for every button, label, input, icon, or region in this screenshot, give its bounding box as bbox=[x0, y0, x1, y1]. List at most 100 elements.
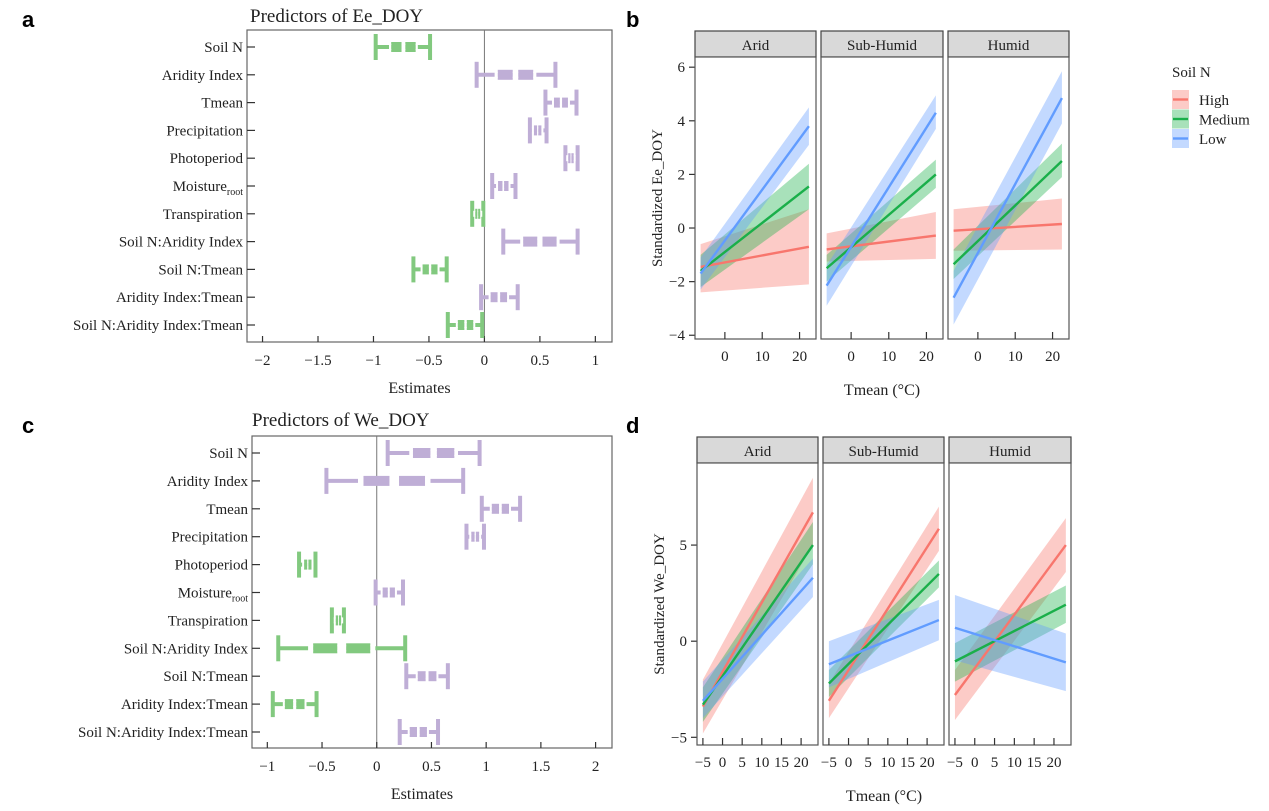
estimate-bar bbox=[373, 34, 433, 60]
gap bbox=[380, 589, 383, 596]
gap bbox=[333, 617, 336, 624]
trend-line-low bbox=[825, 112, 937, 287]
inner-interval-block bbox=[490, 292, 498, 303]
estimate-bar bbox=[270, 691, 319, 718]
trend-line-medium bbox=[952, 160, 1063, 266]
x-tick-label: 10 bbox=[1007, 755, 1022, 771]
estimate-gap bbox=[307, 561, 309, 568]
gap bbox=[420, 266, 423, 273]
confidence-ribbon-medium bbox=[700, 163, 809, 287]
row-label: Moisture bbox=[173, 179, 228, 195]
x-tick-label: 0 bbox=[721, 349, 729, 365]
x-tick-label: −1 bbox=[365, 353, 381, 369]
confidence-ribbon-high bbox=[700, 209, 809, 293]
y-tick-label: 2 bbox=[678, 167, 686, 183]
x-tick-label: 20 bbox=[794, 755, 809, 771]
y-tick-label: Aridity Index bbox=[162, 68, 244, 84]
x-tick-label: 0 bbox=[974, 349, 982, 365]
trend-line-low bbox=[701, 576, 814, 702]
legend: Soil N High Medium Low bbox=[1172, 65, 1250, 148]
gap bbox=[341, 617, 344, 624]
panel-letter-d: d bbox=[626, 413, 639, 438]
gap bbox=[469, 533, 472, 540]
facet-sub-humid: Sub-Humid −5 0 5 10 15 20 bbox=[821, 436, 945, 771]
x-tick-label: 15 bbox=[900, 755, 915, 771]
inner-interval-block bbox=[338, 615, 342, 626]
estimate-gap bbox=[416, 729, 420, 735]
estimate-gap bbox=[387, 589, 390, 596]
estimate-gap bbox=[293, 701, 297, 708]
gap bbox=[426, 729, 429, 735]
x-tick-label: 0.5 bbox=[531, 353, 550, 369]
x-tick-label: 5 bbox=[738, 755, 746, 771]
y-tick-label: 4 bbox=[678, 114, 686, 130]
x-tick-label: 20 bbox=[919, 349, 934, 365]
x-tick-label: 5 bbox=[991, 755, 999, 771]
trend-line-low bbox=[954, 626, 1067, 664]
row-label: Transpiration bbox=[168, 613, 249, 629]
inner-interval-block bbox=[422, 264, 429, 275]
inner-interval-block bbox=[391, 42, 402, 52]
gap bbox=[454, 450, 458, 456]
x-tick-label: 5 bbox=[864, 755, 872, 771]
x-tick-label: 1.5 bbox=[532, 759, 551, 775]
gap bbox=[370, 645, 376, 652]
inner-interval-block bbox=[308, 559, 312, 570]
y-tick-label: Soil N bbox=[204, 40, 243, 56]
facet-panel-frame bbox=[696, 462, 819, 746]
estimate-bar bbox=[276, 635, 408, 662]
gap bbox=[415, 44, 418, 50]
estimate-bar bbox=[479, 495, 523, 522]
x-tick-label: 15 bbox=[774, 755, 789, 771]
inner-interval-block bbox=[501, 503, 510, 514]
facet-panel-frame bbox=[822, 462, 945, 746]
y-tick-label: 0 bbox=[678, 221, 686, 237]
y-tick-label: Precipitation bbox=[171, 530, 248, 546]
trend-line-high bbox=[953, 544, 1067, 696]
y-tick-label: Soil N:Aridity Index bbox=[119, 235, 244, 251]
inner-interval-block bbox=[412, 448, 431, 458]
x-tick-label: 10 bbox=[881, 349, 896, 365]
y-tick-label: Photoperiod bbox=[175, 558, 249, 574]
y-tick-label: 0 bbox=[680, 634, 688, 650]
trend-line-medium bbox=[828, 573, 940, 685]
x-tick-label: 0 bbox=[847, 349, 855, 365]
y-tick-label: −4 bbox=[669, 328, 685, 344]
x-tick-label: 20 bbox=[1046, 755, 1061, 771]
inner-interval-block bbox=[382, 587, 388, 598]
y-tick-label: Aridity Index:Tmean bbox=[121, 697, 249, 713]
row-label: Aridity Index:Tmean bbox=[121, 697, 249, 713]
y-tick-label: Soil N:Aridity Index bbox=[124, 641, 249, 657]
row-label: Tmean bbox=[201, 96, 243, 112]
estimate-gap bbox=[559, 99, 563, 106]
trend-line-low bbox=[952, 97, 1063, 299]
gap bbox=[479, 533, 482, 540]
panel-letter-a: a bbox=[22, 7, 35, 32]
x-tick-label: 10 bbox=[755, 349, 770, 365]
trend-line-high bbox=[826, 234, 936, 251]
x-tick-label: −1.5 bbox=[304, 353, 331, 369]
gap bbox=[302, 561, 305, 568]
x-tick-label: 10 bbox=[880, 755, 895, 771]
estimate-bar bbox=[543, 89, 579, 116]
estimate-gap bbox=[477, 210, 479, 217]
row-label: Precipitation bbox=[166, 123, 243, 139]
inner-interval-block bbox=[296, 699, 305, 710]
trend-line-high bbox=[701, 511, 814, 708]
x-axis-label: Tmean (°C) bbox=[844, 382, 920, 399]
inner-interval-block bbox=[504, 181, 509, 191]
chart-title: Predictors of We_DOY bbox=[252, 410, 430, 431]
chart-title: Predictors of Ee_DOY bbox=[250, 6, 423, 27]
estimate-gap bbox=[425, 673, 429, 680]
row-label: Aridity Index:Tmean bbox=[116, 290, 244, 306]
gap bbox=[311, 561, 314, 568]
legend-label: Low bbox=[1199, 132, 1227, 148]
trend-line-medium bbox=[699, 185, 810, 272]
y-tick-label: Moistureroot bbox=[173, 179, 244, 198]
gap bbox=[437, 266, 440, 273]
row-label: Photoperiod bbox=[175, 558, 249, 574]
facet-strip bbox=[694, 30, 817, 58]
row-label: Precipitation bbox=[171, 530, 248, 546]
estimate-gap bbox=[474, 533, 476, 540]
x-tick-label: 10 bbox=[754, 755, 769, 771]
